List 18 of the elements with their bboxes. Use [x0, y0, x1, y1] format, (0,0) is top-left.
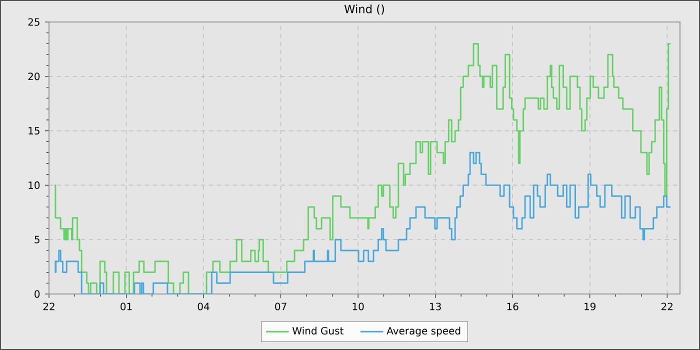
- legend-label: Wind Gust: [292, 326, 344, 335]
- chart-title: Wind (): [344, 4, 384, 15]
- x-tick-label: 16: [507, 302, 518, 310]
- x-tick-label: 07: [275, 302, 286, 310]
- x-tick-label: 10: [352, 302, 364, 310]
- y-tick-label: 10: [28, 181, 40, 189]
- x-tick-label: 01: [120, 302, 132, 310]
- y-tick-label: 15: [28, 127, 40, 135]
- x-tick-label: 22: [43, 302, 54, 310]
- x-tick-label: 19: [584, 302, 596, 310]
- legend-label: Average speed: [386, 326, 460, 336]
- x-tick-label: 13: [430, 302, 441, 310]
- y-tick-label: 0: [34, 290, 40, 298]
- x-tick-label: 22: [661, 302, 672, 310]
- y-tick-label: 20: [28, 72, 40, 80]
- y-tick-label: 5: [34, 236, 40, 244]
- y-tick-label: 25: [28, 18, 40, 26]
- x-tick-label: 04: [198, 302, 210, 310]
